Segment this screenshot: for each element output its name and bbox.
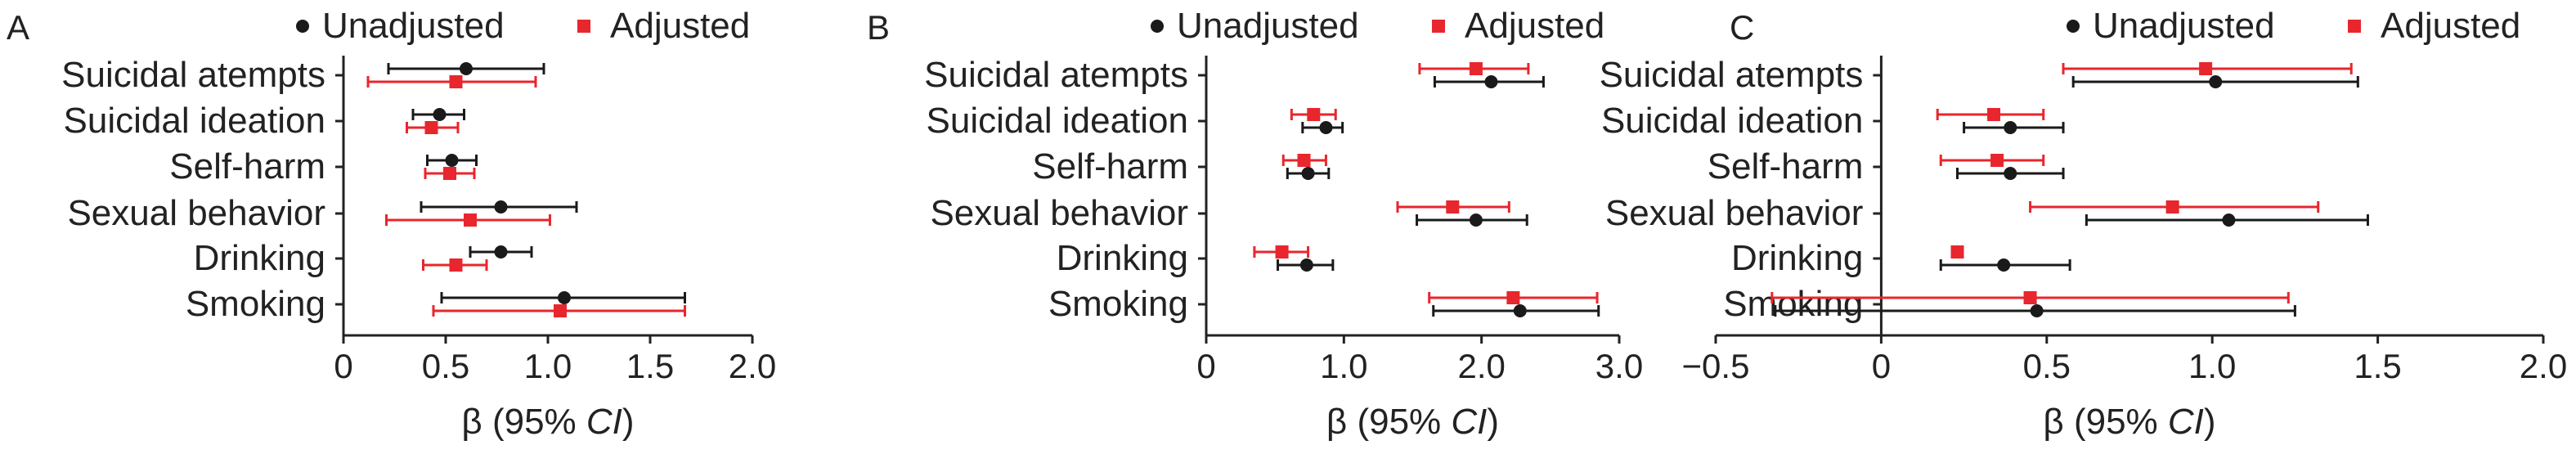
panel-c-adjusted-point: [1987, 108, 2001, 121]
panel-a-x-tick-label: 1.5: [626, 347, 674, 385]
panel-c-legend-unadjusted-marker: [2067, 20, 2080, 33]
panel-a-category-label: Sexual behavior: [67, 193, 325, 233]
panel-c-unadjusted-point: [2004, 121, 2017, 134]
panel-c-category-label: Suicidal ideation: [1601, 101, 1863, 141]
panel-c-x-tick-label: 0: [1872, 347, 1891, 385]
panel-b-legend-unadjusted-label: Unadjusted: [1177, 6, 1359, 46]
panel-c-adjusted-point: [1950, 245, 1964, 258]
panel-a-unadjusted-point: [494, 200, 508, 214]
panel-a-category-label: Self-harm: [169, 146, 325, 187]
panel-b-adjusted-point: [1506, 291, 1520, 304]
panel-b-adjusted-point: [1297, 154, 1311, 167]
panel-a-category-label: Drinking: [194, 238, 325, 278]
panel-b-category-label: Suicidal atempts: [924, 55, 1188, 95]
panel-a-unadjusted-point: [494, 245, 508, 258]
panel-b-label: B: [867, 8, 890, 47]
panel-b-unadjusted-point: [1513, 304, 1527, 317]
panel-a-unadjusted-point: [433, 108, 447, 121]
panel-c-adjusted-point: [2165, 200, 2179, 214]
panel-a-legend-adjusted-label: Adjusted: [610, 6, 750, 46]
panel-b-x-tick-label: 2.0: [1457, 347, 1505, 385]
panel-c-x-tick-label: 2.0: [2520, 347, 2567, 385]
panel-c-legend-adjusted-marker: [2348, 20, 2361, 33]
panel-c-unadjusted-point: [2209, 75, 2223, 88]
panel-a-adjusted-point: [554, 304, 567, 317]
panel-b-unadjusted-point: [1469, 214, 1483, 227]
panel-c-x-axis-label: β (95% CI): [2043, 402, 2215, 442]
panel-b-adjusted-point: [1469, 62, 1483, 75]
panel-a-legend-unadjusted-marker: [296, 20, 309, 33]
panel-c-legend-adjusted-label: Adjusted: [2381, 6, 2520, 46]
panel-c-category-label: Drinking: [1731, 238, 1863, 278]
panel-a-category-label: Suicidal atempts: [61, 55, 325, 95]
panel-a-x-axis-label: β (95% CI): [461, 402, 634, 442]
panel-a-category-label: Suicidal ideation: [64, 101, 325, 141]
panel-b-category-label: Drinking: [1057, 238, 1188, 278]
panel-a-label: A: [7, 8, 29, 47]
panel-c-legend-unadjusted-label: Unadjusted: [2093, 6, 2275, 46]
panel-c-x-tick-label: 1.0: [2188, 347, 2236, 385]
panel-b-legend-unadjusted-marker: [1151, 20, 1164, 33]
panel-b-adjusted-point: [1275, 245, 1289, 258]
panel-a-x-tick-label: 0.5: [422, 347, 469, 385]
panel-b-category-label: Smoking: [1048, 284, 1188, 324]
panel-c-category-label: Smoking: [1723, 284, 1863, 324]
panel-a-adjusted-point: [449, 258, 463, 272]
panel-a-adjusted-point: [464, 214, 477, 227]
panel-a-unadjusted-point: [558, 291, 571, 304]
panel-b-category-label: Self-harm: [1032, 146, 1188, 187]
panel-c-x-tick-label: −0.5: [1682, 347, 1750, 385]
panel-b-adjusted-point: [1446, 200, 1460, 214]
panel-b-unadjusted-point: [1319, 121, 1333, 134]
panel-a-adjusted-point: [443, 167, 456, 180]
panel-b-legend-adjusted-label: Adjusted: [1465, 6, 1604, 46]
panel-a-legend-unadjusted-label: Unadjusted: [322, 6, 505, 46]
panel-b-x-tick-label: 1.0: [1320, 347, 1367, 385]
panel-a-unadjusted-point: [445, 154, 459, 167]
panel-b-unadjusted-point: [1484, 75, 1498, 88]
panel-a-legend-adjusted-marker: [577, 20, 590, 33]
panel-a-adjusted-point: [424, 121, 438, 134]
panel-c-unadjusted-point: [2004, 167, 2017, 180]
panel-c-unadjusted-point: [1997, 258, 2011, 272]
panel-a-category-label: Smoking: [186, 284, 325, 324]
panel-c-x-tick-label: 0.5: [2023, 347, 2071, 385]
panel-b-x-tick-label: 3.0: [1595, 347, 1643, 385]
panel-c-x-tick-label: 1.5: [2354, 347, 2401, 385]
panel-c-unadjusted-point: [2222, 214, 2236, 227]
panel-a-x-tick-label: 2.0: [729, 347, 776, 385]
panel-b-adjusted-point: [1307, 108, 1321, 121]
panel-c-category-label: Self-harm: [1708, 146, 1864, 187]
panel-b-category-label: Sexual behavior: [930, 193, 1188, 233]
panel-b-unadjusted-point: [1301, 167, 1315, 180]
panel-a-x-tick-label: 0: [334, 347, 352, 385]
panel-b-x-axis-label: β (95% CI): [1326, 402, 1499, 442]
panel-b-unadjusted-point: [1299, 258, 1313, 272]
panel-a-unadjusted-point: [460, 62, 473, 75]
panel-a-x-tick-label: 1.0: [524, 347, 572, 385]
panel-c-adjusted-point: [2023, 291, 2037, 304]
panel-c-category-label: Sexual behavior: [1605, 193, 1864, 233]
panel-b-legend-adjusted-marker: [1432, 20, 1445, 33]
panel-c-adjusted-point: [1990, 154, 2004, 167]
panel-c-label: C: [1730, 8, 1754, 47]
panel-a-adjusted-point: [449, 75, 463, 88]
panel-c-category-label: Suicidal atempts: [1600, 55, 1864, 95]
panel-b-category-label: Suicidal ideation: [927, 101, 1188, 141]
panel-b-x-tick-label: 0: [1196, 347, 1215, 385]
panel-c-unadjusted-point: [2030, 304, 2044, 317]
panel-c-adjusted-point: [2199, 62, 2213, 75]
